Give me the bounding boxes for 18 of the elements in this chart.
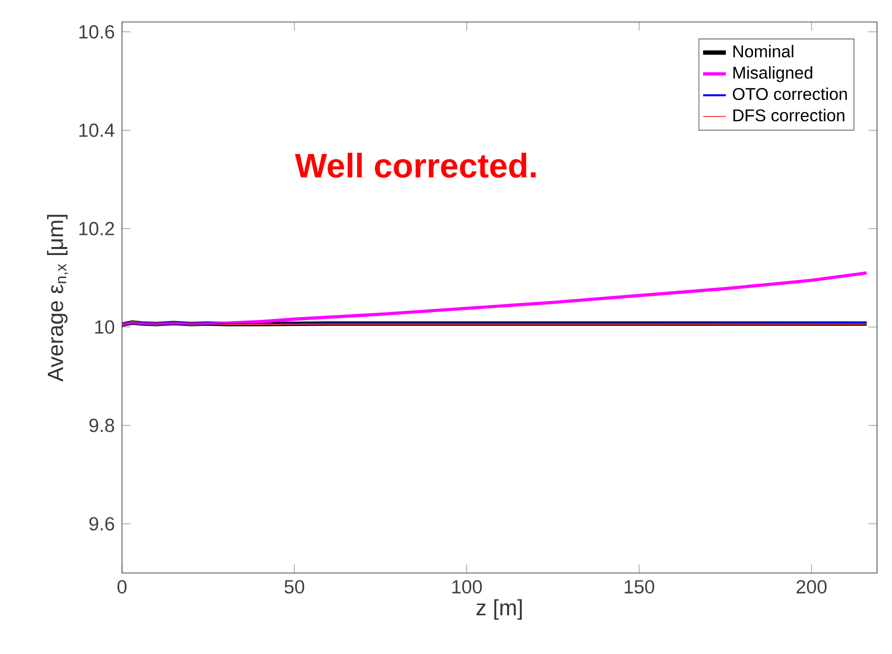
y-axis-title: Average ε$_{n,x}$ [μm] (47, 214, 68, 382)
y-tick-label: 10.2 (79, 222, 114, 236)
x-tick-label: 100 (452, 580, 482, 594)
x-tick-label: 150 (624, 580, 654, 594)
y-tick-label: 10.6 (79, 25, 114, 39)
legend-label: DFS correction (733, 108, 844, 122)
y-tick-label: 10 (95, 320, 114, 334)
x-axis-title: z [m] (476, 599, 522, 620)
y-tick-label: 9.6 (89, 517, 114, 531)
legend-label: Misaligned (733, 66, 812, 82)
x-tick-label: 0 (117, 580, 127, 594)
x-tick-label: 200 (796, 580, 827, 594)
legend-label: OTO correction (732, 88, 847, 100)
y-tick-label: 9.8 (89, 418, 114, 432)
x-tick-label: 50 (284, 580, 304, 594)
y-tick-label: 10.4 (79, 124, 114, 137)
legend-label: Nominal (733, 44, 794, 58)
annotation: Well corrected. (294, 152, 536, 178)
